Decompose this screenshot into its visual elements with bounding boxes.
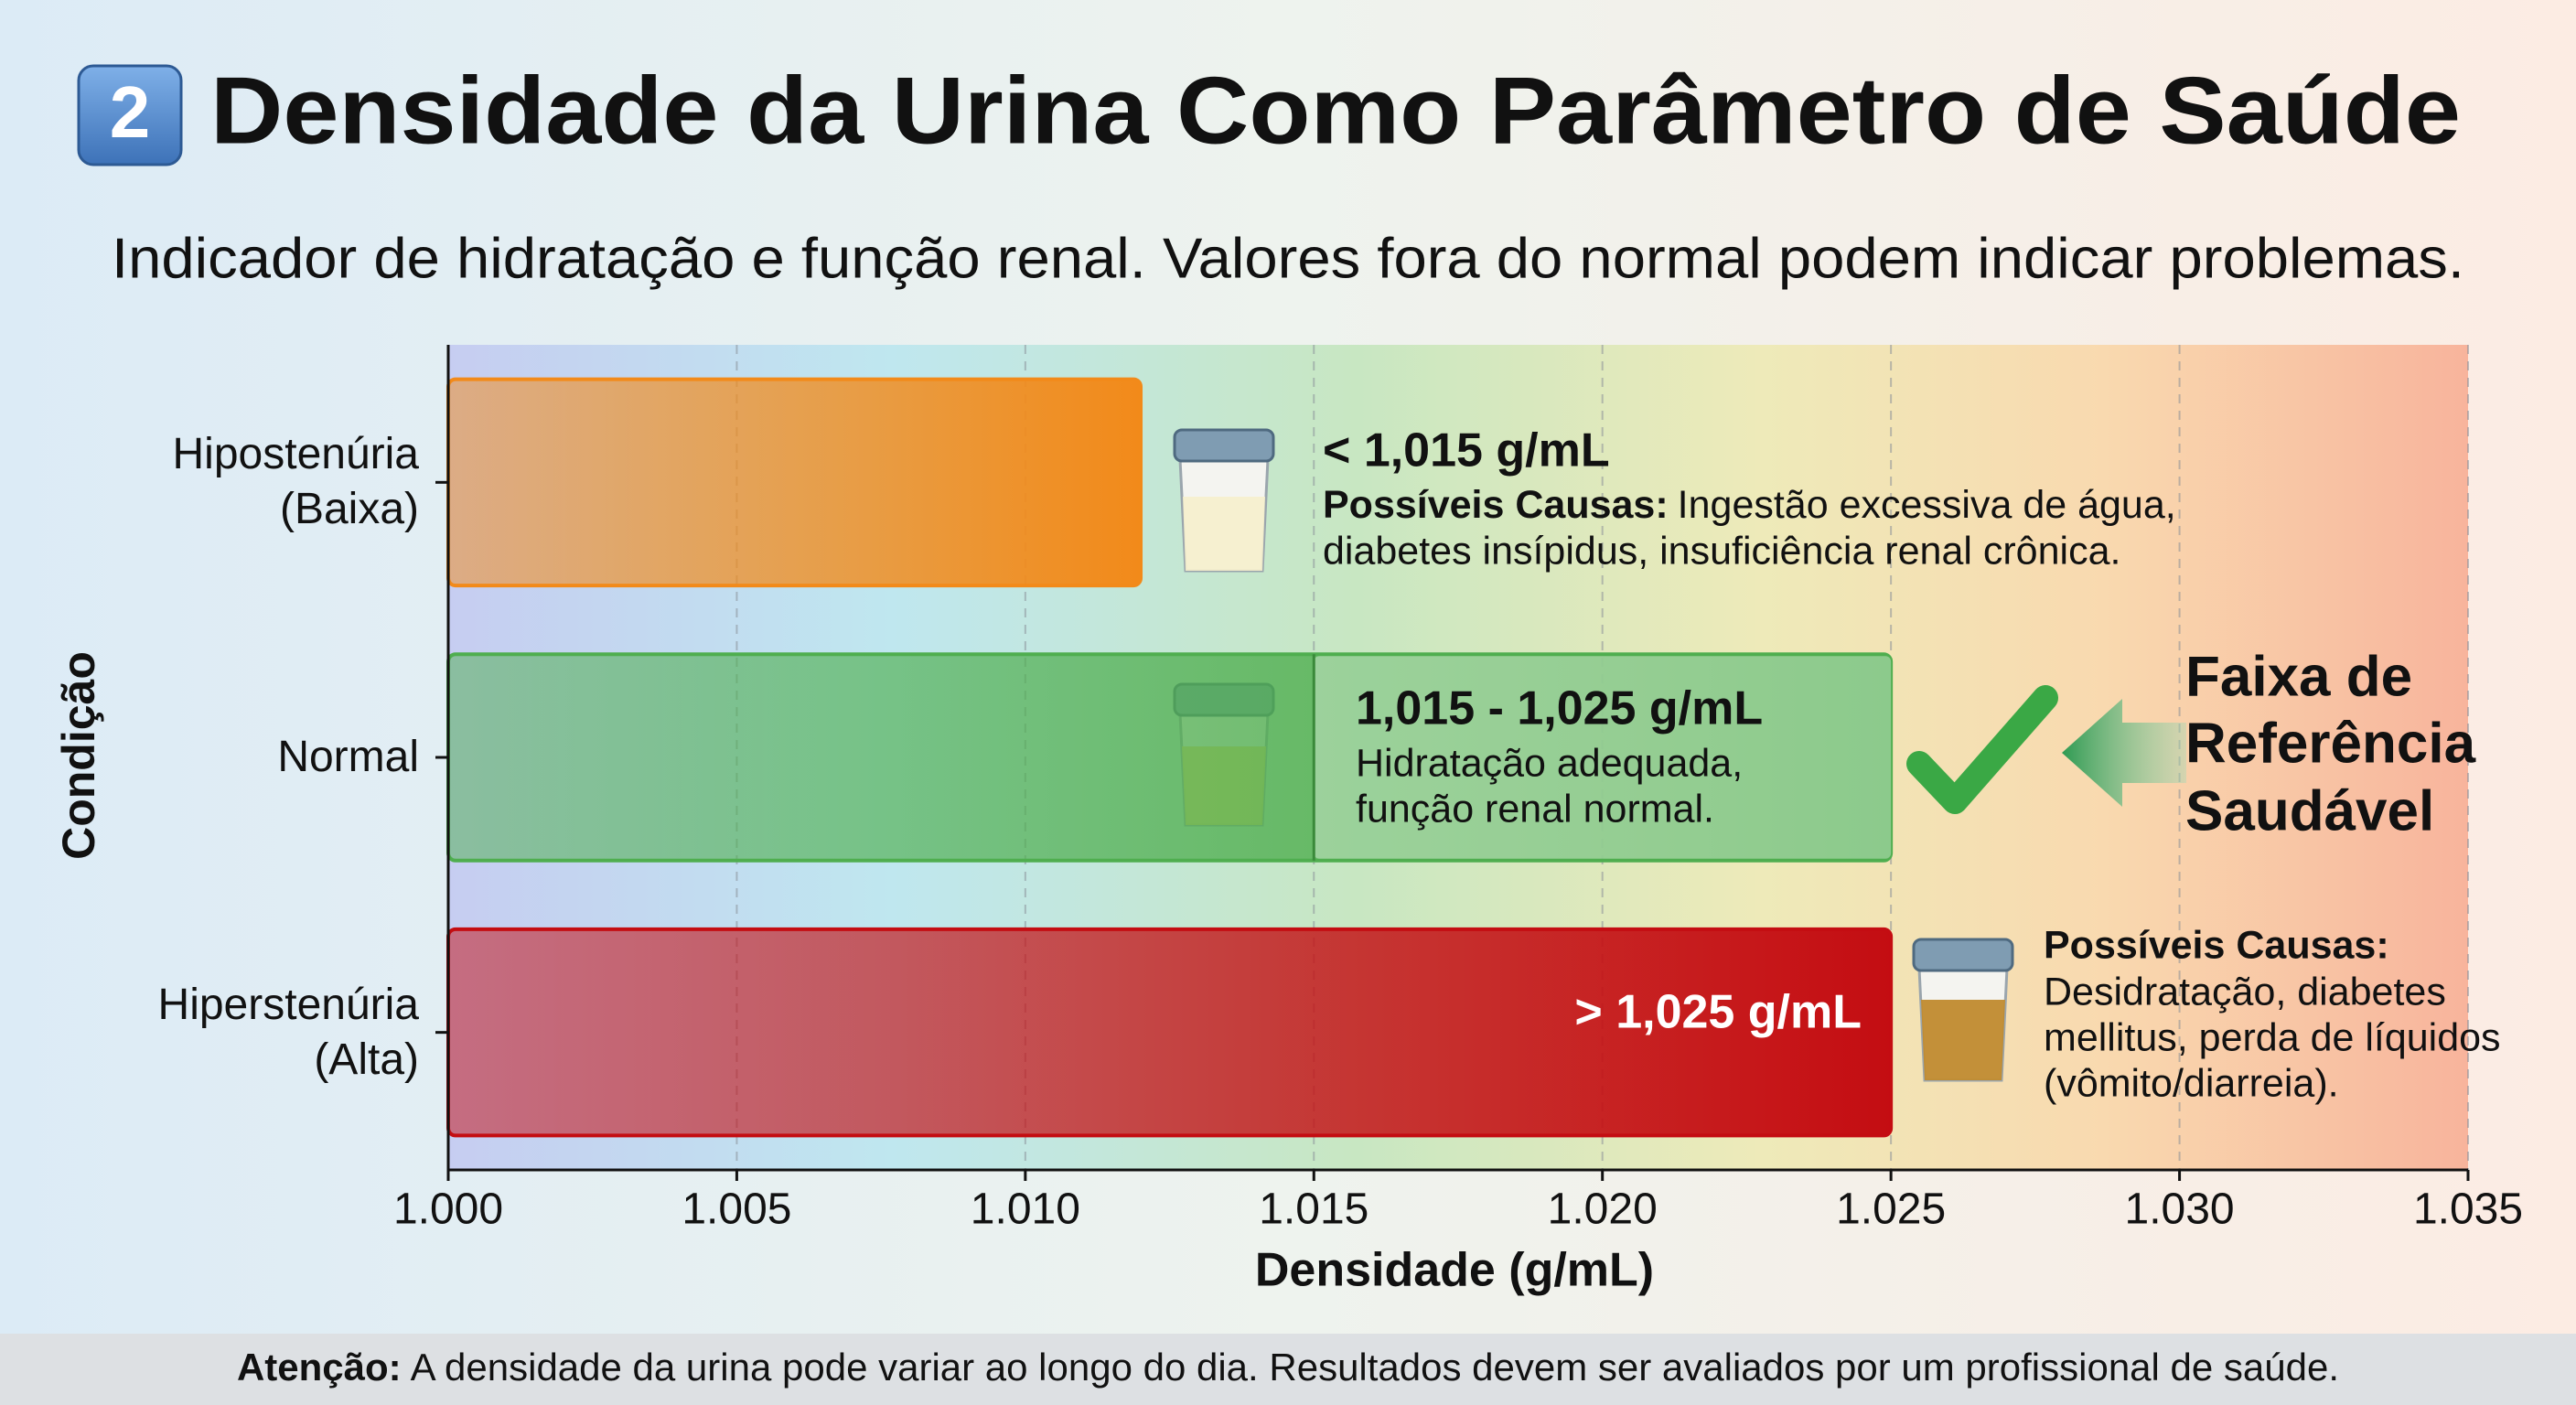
x-tick-label: 1.025 (1836, 1185, 1946, 1234)
title-badge (77, 64, 183, 166)
cup-icon (1173, 428, 1275, 573)
x-tick-label: 1.035 (2413, 1185, 2523, 1234)
footer-note: Atenção: A densidade da urina pode variar… (237, 1346, 2339, 1389)
x-axis-label: Densidade (g/mL) (1255, 1244, 1654, 1297)
causes-label: Possíveis Causas: (2044, 923, 2389, 967)
y-tick-label: Hiperstenúria (Alta) (157, 980, 419, 1084)
y-tick-label-box: Hipostenúria (Baixa) (82, 372, 419, 592)
causes-line: Hidratação adequada, (1356, 741, 1743, 785)
causes-text: Ingestão excessiva de água, (1678, 483, 2176, 527)
y-tick-label-box: Normal (82, 648, 419, 867)
chart-title: Densidade da Urina Como Parâmetro de Saú… (210, 58, 2461, 164)
range-label: < 1,015 g/mL (1323, 424, 1610, 477)
chart-subtitle: Indicador de hidratação e função renal. … (112, 227, 2464, 290)
causes-line: Possíveis Causas: Ingestão excessiva de á… (1323, 483, 2176, 527)
callout-line: Saudável (2185, 779, 2434, 842)
x-tick-label: 1.030 (2125, 1185, 2235, 1234)
footer-text: A densidade da urina pode variar ao long… (411, 1346, 2339, 1389)
causes-line: função renal normal. (1356, 787, 1714, 831)
y-tick-label: Hipostenúria (Baixa) (172, 430, 419, 534)
arrow (2062, 699, 2186, 807)
y-tick-label: Normal (277, 733, 419, 781)
causes-line: mellitus, perda de líquidos (2044, 1015, 2501, 1059)
x-tick-label: 1.005 (682, 1185, 791, 1234)
reference-range (1314, 656, 1892, 859)
causes-line: diabetes insípidus, insuficiência renal … (1323, 529, 2120, 573)
footer-band (0, 1334, 2576, 1405)
range-label: 1,015 - 1,025 g/mL (1356, 682, 1763, 735)
range-label: > 1,025 g/mL (1574, 986, 1862, 1039)
x-tick-label: 1.020 (1548, 1185, 1658, 1234)
callout-line: Referência (2185, 712, 2476, 775)
x-tick-label: 1.015 (1259, 1185, 1368, 1234)
callout-line: Faixa de (2185, 645, 2412, 708)
checkmark (1906, 685, 2058, 814)
cup-icon (1912, 938, 2014, 1082)
y-axis-label: Condição (53, 651, 104, 860)
causes-line: (vômito/diarreia). (2044, 1061, 2339, 1105)
footer-label: Atenção: (237, 1346, 402, 1389)
x-tick-label: 1.010 (971, 1185, 1080, 1234)
causes-label: Possíveis Causas: (1323, 483, 1669, 527)
bar (446, 377, 1143, 588)
badge-number: 2 (110, 71, 151, 153)
y-tick-label-box: Hiperstenúria (Alta) (82, 923, 419, 1142)
x-tick-label: 1.000 (393, 1185, 503, 1234)
causes-line: Desidratação, diabetes (2044, 970, 2446, 1014)
